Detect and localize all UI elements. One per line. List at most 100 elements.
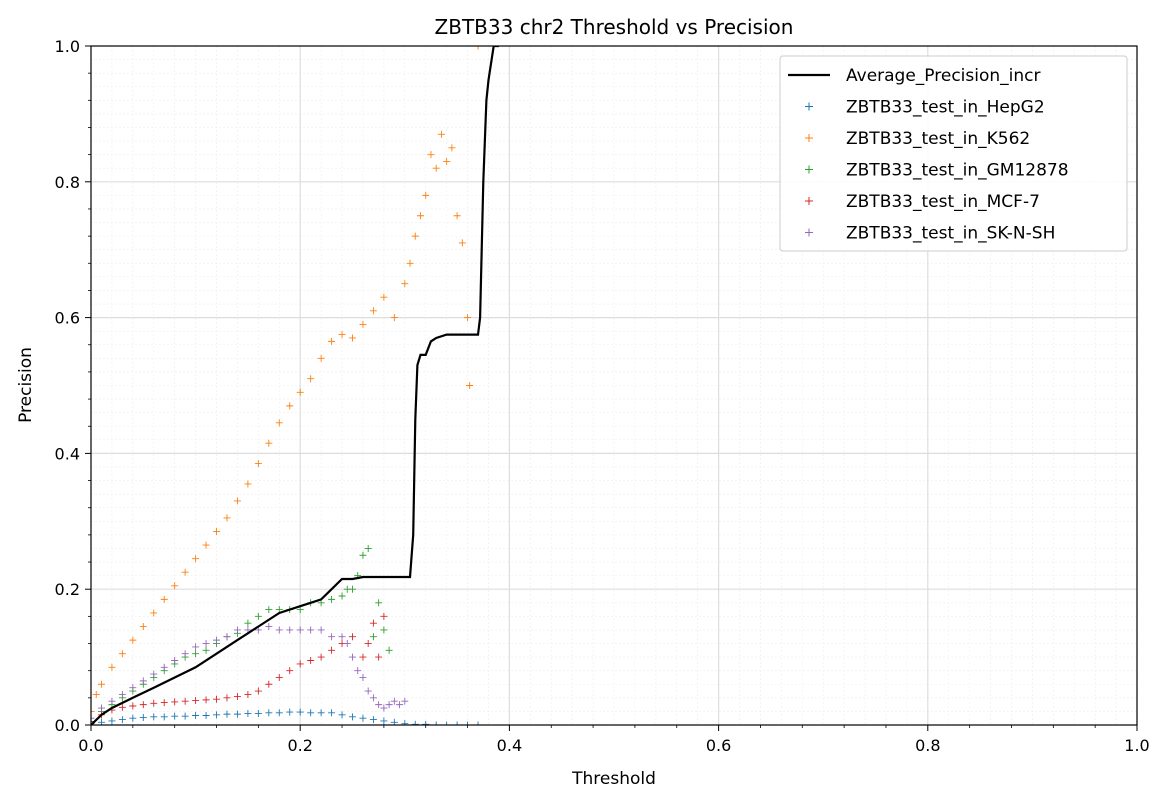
y-axis-label: Precision <box>16 347 36 423</box>
data-point <box>380 717 388 725</box>
data-point <box>192 643 200 651</box>
data-point <box>233 710 241 718</box>
data-point <box>118 703 126 711</box>
data-point <box>213 711 221 719</box>
data-point <box>328 337 336 345</box>
axis-ticks: 0.0 0.2 0.4 0.6 0.8 1.0 0.0 0.2 0.4 0.6 0.8 1.0 <box>55 37 1150 755</box>
data-point <box>349 713 356 721</box>
data-point <box>223 710 231 718</box>
data-point <box>296 626 304 634</box>
data-point <box>275 626 283 634</box>
data-point <box>375 701 383 709</box>
data-point <box>92 690 100 698</box>
y-tick-label: 0.2 <box>55 580 80 599</box>
data-point <box>91 714 95 722</box>
data-point <box>192 697 200 705</box>
data-point <box>349 334 356 342</box>
data-point <box>375 599 383 607</box>
data-point <box>443 157 451 165</box>
data-point <box>223 633 231 641</box>
data-point <box>108 697 116 705</box>
data-point <box>401 697 409 705</box>
data-point <box>464 721 472 725</box>
legend-swatch-marker <box>805 165 813 174</box>
data-point <box>91 707 95 715</box>
data-point <box>171 656 179 664</box>
data-point <box>349 585 356 593</box>
data-point <box>448 144 456 152</box>
data-point <box>150 699 158 707</box>
y-tick-label: 0.6 <box>55 309 80 328</box>
data-point <box>390 314 398 322</box>
data-point <box>349 633 356 641</box>
x-tick-label: 0.4 <box>497 736 522 755</box>
data-point <box>254 612 262 620</box>
chart-title: ZBTB33 chr2 Threshold vs Precision <box>435 15 794 39</box>
data-point <box>422 191 430 199</box>
data-point <box>380 612 388 620</box>
data-point <box>233 497 241 505</box>
data-point <box>192 711 200 719</box>
data-point <box>307 626 315 634</box>
data-point <box>307 375 315 383</box>
data-point <box>139 701 147 709</box>
data-point <box>317 626 325 634</box>
data-point <box>150 609 158 617</box>
data-point <box>432 721 440 725</box>
data-point <box>181 650 189 658</box>
data-point <box>359 673 367 681</box>
y-tick-label: 0.8 <box>55 173 80 192</box>
data-point <box>213 695 221 703</box>
data-point <box>265 709 273 717</box>
legend-label: ZBTB33_test_in_MCF-7 <box>846 192 1040 212</box>
data-point <box>411 720 419 725</box>
data-point <box>317 653 325 661</box>
data-point <box>286 667 294 675</box>
data-point <box>464 314 472 322</box>
data-point <box>265 623 273 631</box>
data-point <box>223 514 231 522</box>
data-point <box>380 626 388 634</box>
data-point <box>385 701 393 709</box>
data-point <box>427 151 435 159</box>
data-point <box>150 713 158 721</box>
data-point <box>317 354 325 362</box>
data-point <box>458 239 466 247</box>
data-point <box>437 130 445 138</box>
data-point <box>286 708 294 716</box>
x-tick-label: 1.0 <box>1124 736 1149 755</box>
data-point <box>385 646 393 654</box>
data-point <box>296 708 304 716</box>
x-tick-label: 0.8 <box>915 736 940 755</box>
data-point <box>160 713 168 721</box>
data-point <box>202 640 210 648</box>
data-point <box>129 684 137 692</box>
data-point <box>171 582 179 590</box>
data-point <box>139 714 147 722</box>
data-point <box>108 717 116 725</box>
data-point <box>338 633 346 641</box>
y-tick-label: 0.0 <box>55 716 80 735</box>
data-point <box>97 704 105 712</box>
data-point <box>296 660 304 668</box>
data-point <box>369 694 377 702</box>
data-point <box>265 680 273 688</box>
data-point <box>160 663 168 671</box>
series-zbtb33-test-in-hepg2 <box>91 708 482 725</box>
data-point <box>129 636 137 644</box>
data-point <box>213 636 221 644</box>
data-point <box>118 690 126 698</box>
data-point <box>171 698 179 706</box>
data-point <box>474 46 482 50</box>
legend-swatch-marker <box>805 102 813 111</box>
data-point <box>192 555 200 563</box>
data-point <box>265 439 273 447</box>
data-point <box>422 720 430 725</box>
data-point <box>359 653 367 661</box>
series-group <box>91 46 499 725</box>
data-point <box>275 709 283 717</box>
data-point <box>338 592 346 600</box>
data-point <box>192 650 200 658</box>
data-point <box>244 690 252 698</box>
